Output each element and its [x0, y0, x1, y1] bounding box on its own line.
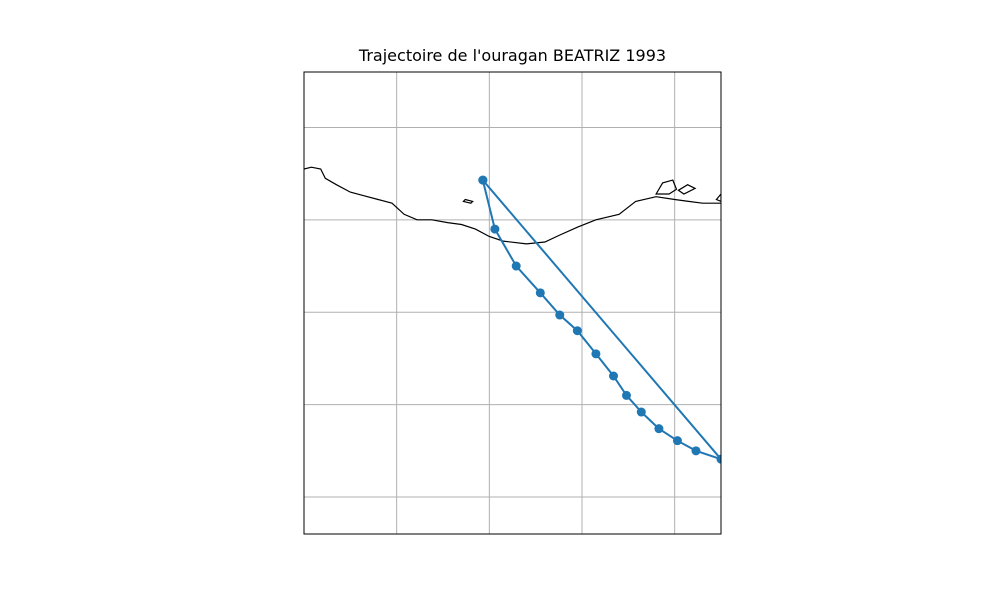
island — [462, 198, 474, 204]
track-point — [478, 175, 488, 185]
track-point — [716, 454, 721, 464]
track-point — [572, 326, 582, 336]
gridlines — [304, 72, 721, 534]
track-point — [609, 371, 619, 381]
track-point — [591, 349, 601, 359]
track-point — [691, 446, 701, 456]
coastline — [304, 166, 721, 245]
island — [677, 184, 697, 195]
track-point — [535, 288, 545, 298]
track-point — [511, 261, 521, 271]
track-point — [636, 407, 646, 417]
map-frame — [303, 71, 722, 535]
map-title: Trajectoire de l'ouragan BEATRIZ 1993 — [358, 46, 667, 65]
track-point — [654, 424, 664, 434]
island — [655, 179, 678, 195]
track-point — [555, 310, 565, 320]
hurricane-track — [478, 175, 721, 464]
island — [715, 193, 721, 203]
track-point — [621, 390, 631, 400]
track-point — [672, 436, 682, 446]
coastline-line — [304, 166, 721, 245]
track-point — [490, 224, 500, 234]
track-line — [481, 179, 721, 461]
